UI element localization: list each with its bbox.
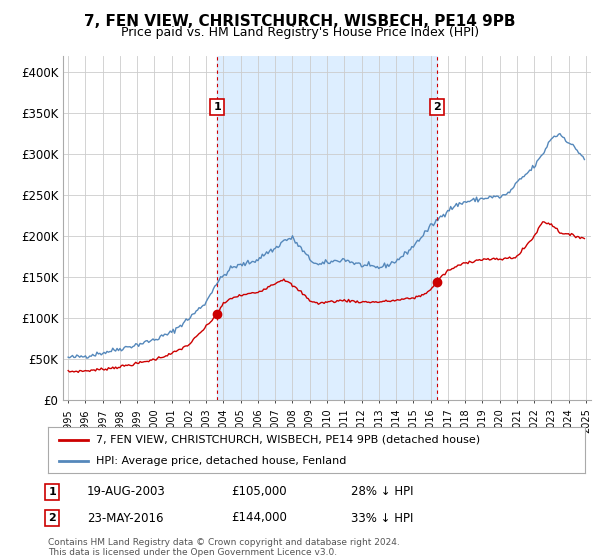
Text: £144,000: £144,000 xyxy=(231,511,287,525)
Text: £105,000: £105,000 xyxy=(231,485,287,498)
Text: 2: 2 xyxy=(433,102,441,112)
Text: 1: 1 xyxy=(213,102,221,112)
Bar xyxy=(217,56,437,400)
Text: 7, FEN VIEW, CHRISTCHURCH, WISBECH, PE14 9PB: 7, FEN VIEW, CHRISTCHURCH, WISBECH, PE14… xyxy=(84,14,516,29)
Text: Contains HM Land Registry data © Crown copyright and database right 2024.
This d: Contains HM Land Registry data © Crown c… xyxy=(48,538,400,557)
Text: 2: 2 xyxy=(49,513,56,523)
Text: Price paid vs. HM Land Registry's House Price Index (HPI): Price paid vs. HM Land Registry's House … xyxy=(121,26,479,39)
Text: 19-AUG-2003: 19-AUG-2003 xyxy=(87,485,166,498)
Text: 33% ↓ HPI: 33% ↓ HPI xyxy=(351,511,413,525)
Text: 1: 1 xyxy=(49,487,56,497)
Text: 23-MAY-2016: 23-MAY-2016 xyxy=(87,511,163,525)
Text: HPI: Average price, detached house, Fenland: HPI: Average price, detached house, Fenl… xyxy=(97,456,347,466)
Text: 28% ↓ HPI: 28% ↓ HPI xyxy=(351,485,413,498)
Text: 7, FEN VIEW, CHRISTCHURCH, WISBECH, PE14 9PB (detached house): 7, FEN VIEW, CHRISTCHURCH, WISBECH, PE14… xyxy=(97,435,481,445)
